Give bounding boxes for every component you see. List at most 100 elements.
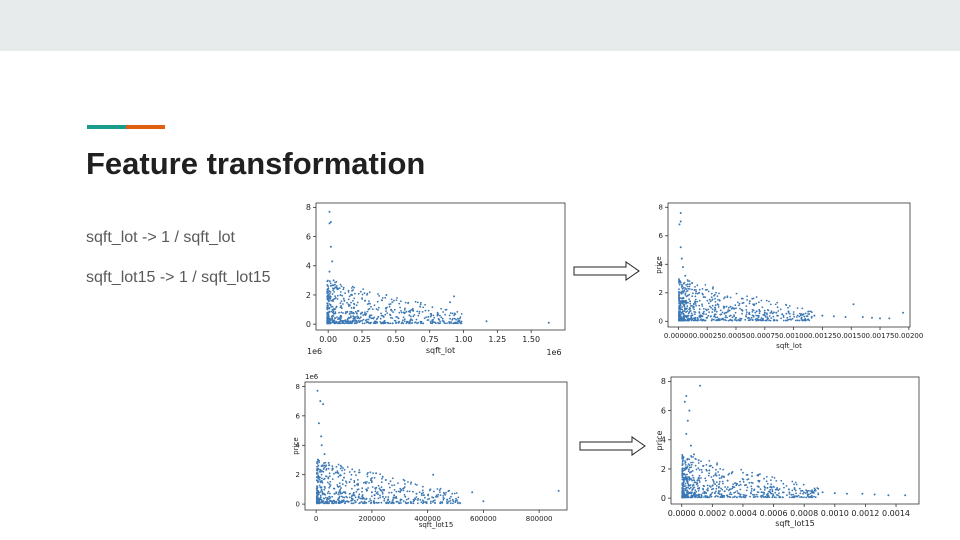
- chart-2-dense-point: [452, 500, 455, 503]
- chart-2-dense-point: [367, 471, 369, 474]
- chart-1-dense-point: [696, 284, 699, 287]
- chart-0-dense-point: [326, 307, 329, 310]
- chart-3-dense-point: [685, 467, 688, 470]
- chart-0-point: [453, 295, 455, 298]
- chart-1-dense-point: [687, 301, 689, 304]
- chart-0-dense-point: [429, 320, 432, 323]
- chart-3-point: [720, 476, 723, 479]
- chart-1-dense-point: [680, 315, 682, 318]
- chart-2-dense-point: [434, 501, 436, 504]
- chart-3-dense-point: [692, 476, 695, 479]
- chart-2-dense-point: [341, 495, 343, 498]
- chart-1-dense-point: [793, 315, 796, 318]
- chart-1-dense-point: [763, 319, 765, 322]
- chart-2-dense-point: [316, 476, 319, 479]
- chart-1-dense-point: [724, 296, 726, 299]
- chart-1-dense-cluster: [678, 278, 813, 322]
- chart-3-dense-point: [710, 464, 712, 467]
- chart-1-dense-point: [681, 308, 684, 311]
- chart-2-dense-point: [326, 498, 328, 501]
- chart-1-dense-point: [679, 309, 681, 311]
- chart-1-dense-point: [702, 308, 705, 310]
- chart-1-dense-point: [699, 319, 702, 321]
- chart-3-dense-point: [682, 469, 685, 472]
- chart-0-dense-point: [452, 317, 454, 320]
- chart-1-point: [740, 308, 743, 311]
- chart-0-dense-point: [370, 305, 372, 308]
- chart-0-point: [361, 311, 363, 314]
- chart-0-dense-point: [398, 311, 401, 314]
- chart-1-point: [748, 300, 751, 303]
- chart-1-dense-point: [678, 305, 681, 308]
- chart-2-dense-point: [334, 471, 337, 474]
- chart-3-dense-point: [682, 483, 685, 486]
- chart-1-dense-point: [685, 288, 688, 291]
- chart-1-dense-point: [780, 317, 782, 320]
- chart-0-dense-point: [346, 301, 348, 304]
- chart-0-axes-frame: [315, 202, 566, 331]
- chart-3-dense-point: [768, 496, 771, 499]
- chart-2-dense-point: [319, 486, 322, 489]
- chart-1-dense-point: [725, 305, 728, 308]
- chart-2-dense-point: [370, 499, 372, 502]
- chart-3-dense-point: [715, 481, 718, 483]
- chart-1-point: [902, 311, 905, 314]
- chart-1-dense-point: [703, 310, 705, 313]
- chart-2-dense-point: [362, 482, 365, 484]
- chart-0-dense-point: [333, 319, 336, 322]
- chart-0-point: [408, 314, 411, 317]
- chart-1-point: [832, 315, 835, 318]
- chart-2-dense-point: [343, 472, 346, 475]
- chart-1-dense-point: [709, 305, 711, 308]
- chart-3-dense-point: [687, 463, 690, 465]
- chart-1-dense-point: [745, 309, 748, 311]
- chart-1-dense-point: [695, 290, 697, 293]
- chart-2-dense-point: [373, 500, 375, 502]
- chart-3-dense-point: [771, 496, 774, 499]
- chart-3-dense-point: [681, 460, 684, 463]
- chart-2-dense-point: [353, 481, 356, 484]
- chart-2-xtick-label: 400000: [414, 515, 441, 523]
- chart-2-dense-point: [335, 502, 338, 504]
- chart-1-dense-point: [710, 296, 713, 298]
- chart-3-dense-point: [714, 483, 717, 486]
- chart-0-dense-point: [368, 291, 371, 294]
- chart-1-dense-point: [693, 308, 695, 311]
- chart-0-dense-point: [424, 309, 427, 312]
- chart-1-dense-point: [729, 318, 732, 321]
- chart-3-dense-point: [804, 492, 807, 495]
- chart-3-dense-point: [707, 474, 710, 477]
- chart-2-dense-point: [414, 497, 416, 500]
- chart-3-dense-point: [796, 495, 799, 498]
- chart-1-dense-point: [752, 303, 755, 306]
- chart-1-dense-point: [685, 301, 688, 304]
- chart-2-dense-point: [429, 502, 432, 505]
- chart-1-axes-frame: [667, 202, 911, 328]
- chart-1-dense-point: [685, 315, 688, 318]
- chart-1-dense-point: [782, 319, 785, 322]
- chart-3-dense-point: [797, 494, 800, 497]
- chart-1-xtick-label: 0.00200: [894, 332, 923, 340]
- chart-1-dense-point: [782, 316, 785, 318]
- chart-1-dense-point: [766, 313, 768, 316]
- chart-3-dense-point: [813, 495, 815, 498]
- chart-2-dense-point: [358, 493, 361, 496]
- chart-1-point: [821, 314, 824, 317]
- chart-0-dense-point: [341, 322, 343, 324]
- chart-2-dense-point: [316, 498, 319, 501]
- chart-0-dense-point: [339, 316, 342, 318]
- chart-1-dense-point: [713, 315, 716, 317]
- chart-3-dense-point: [793, 496, 796, 499]
- chart-2-dense-point: [324, 487, 326, 489]
- chart-2-dense-point: [331, 478, 334, 480]
- chart-0-dense-point: [419, 303, 422, 306]
- chart-0-dense-point: [342, 297, 345, 300]
- chart-2-dense-point: [373, 502, 376, 505]
- chart-2-point: [319, 400, 322, 403]
- chart-0-dense-point: [326, 294, 329, 297]
- chart-3-dense-point: [732, 496, 734, 499]
- chart-0-dense-point: [380, 299, 383, 301]
- chart-1-dense-point: [724, 319, 726, 321]
- chart-1-dense-point: [791, 317, 794, 320]
- chart-1-dense-point: [695, 289, 697, 291]
